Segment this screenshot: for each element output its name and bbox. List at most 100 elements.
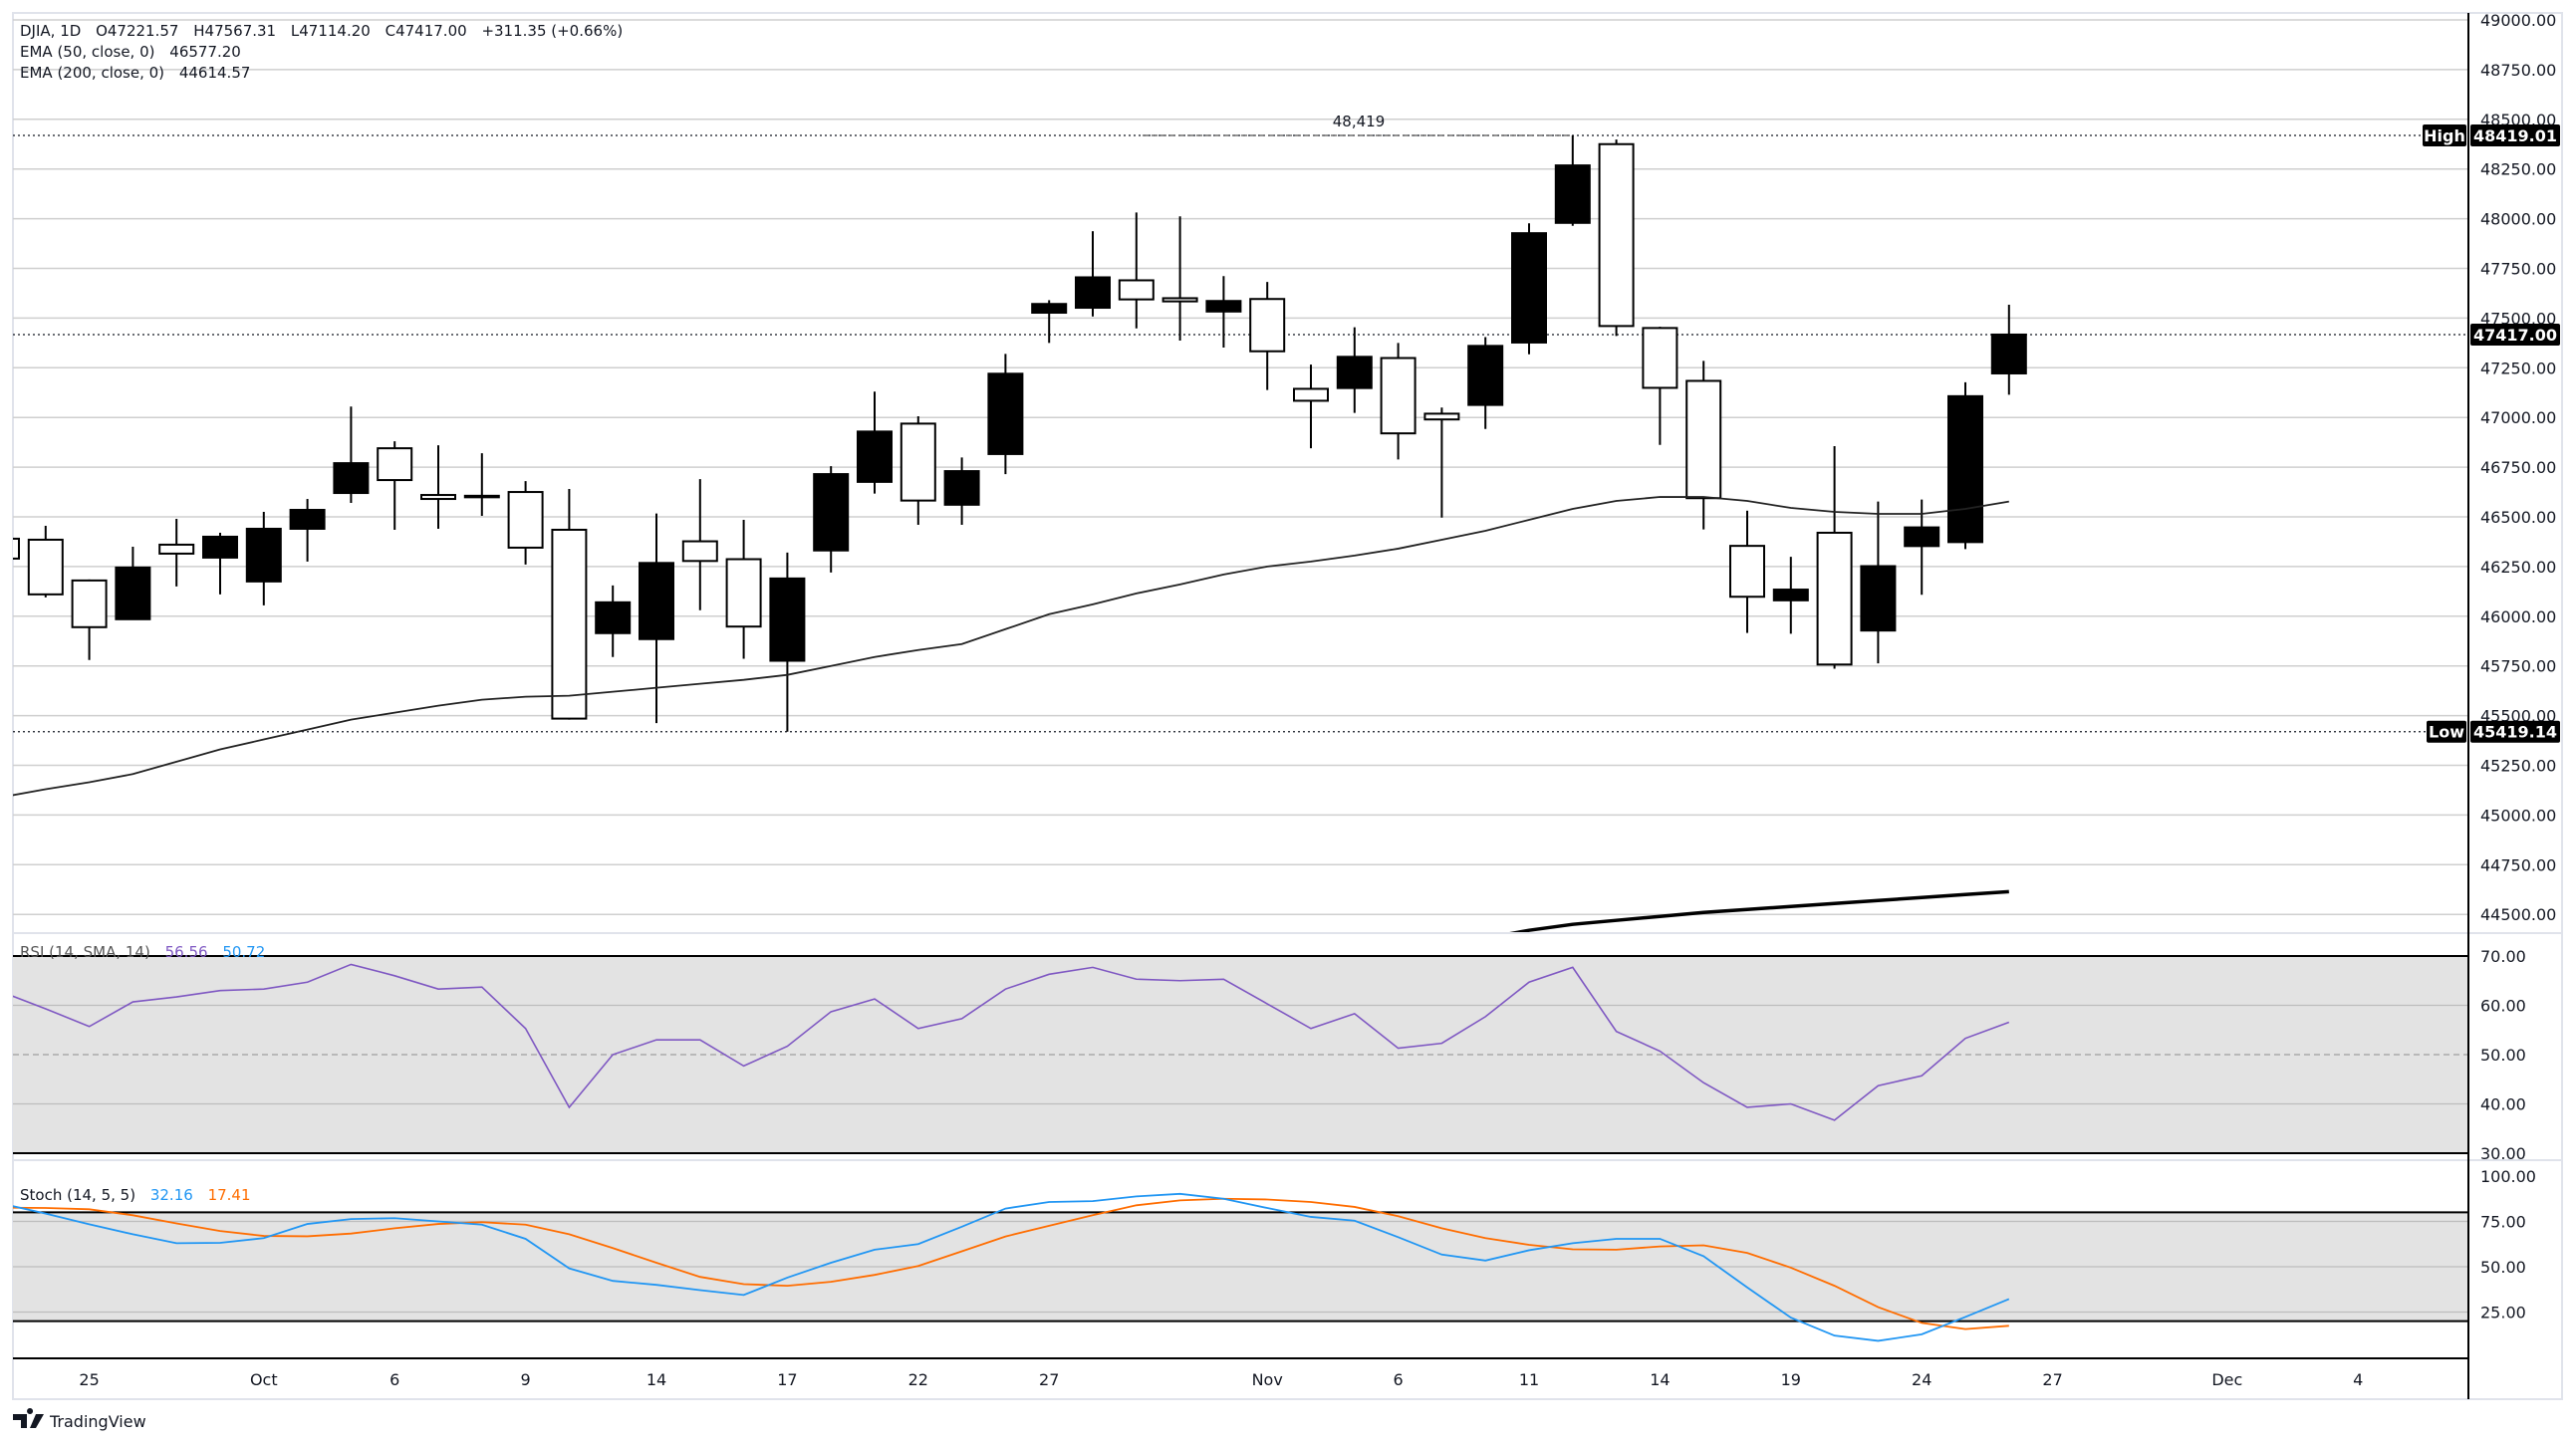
candle [1554,134,1591,226]
candle [1511,223,1547,355]
low-tag: Low 45419.14 [2427,720,2560,743]
candle [1816,445,1853,669]
low-tag-label: Low [2429,723,2464,742]
candle [289,499,326,562]
stoch-k-value: 32.16 [150,1186,193,1204]
ema50-line [13,496,2009,797]
time-tick-label: 27 [2042,1370,2062,1389]
stoch-pane[interactable] [2,1192,2468,1342]
price-tick-label: 48250.00 [2480,160,2556,179]
candle-body [1990,333,2027,374]
change-value: +311.35 (+0.66%) [481,22,623,40]
candle-body [857,430,893,483]
open-value: O47221.57 [96,22,178,40]
stoch-d-line [13,1197,2009,1330]
candle-body [900,422,936,502]
candle-body [245,527,282,583]
candle-body [1772,589,1809,601]
candle [1205,276,1242,348]
candle [681,479,718,610]
candle-body [13,537,20,560]
candle [857,391,893,494]
candle [769,552,806,732]
candle-body [639,562,674,640]
price-tick-label: 46500.00 [2480,508,2556,527]
time-tick-label: 25 [79,1370,99,1389]
candle [725,519,762,659]
price-tick-label: 47750.00 [2480,260,2556,279]
candle [900,416,936,525]
candle-body [725,558,762,628]
candle [333,406,370,504]
time-axis[interactable]: 25 Oct 6 9 14 17 22 27 Nov 6 11 14 19 24 27 Dec 4 [79,1370,2363,1389]
high-tag-label: High [2424,126,2465,145]
candle-body [813,473,850,552]
candle [1947,381,1983,550]
candle [1904,499,1940,596]
candle-body [1685,379,1722,500]
price-tick-label: 46250.00 [2480,558,2556,577]
stoch-tick-label: 50.00 [2480,1258,2526,1277]
candle [1772,557,1809,634]
time-tick-label: 27 [1039,1370,1059,1389]
price-axis[interactable]: 49000.0048750.0048500.0048250.0048000.00… [13,11,2562,1399]
candle [13,537,20,560]
stoch-d-value: 17.41 [208,1186,251,1204]
time-tick-label: 17 [777,1370,797,1389]
time-tick-label: 6 [1394,1370,1404,1389]
candle [1161,216,1198,341]
tradingview-logo[interactable]: TradingView [13,1408,146,1431]
time-tick-label: 9 [521,1370,531,1389]
candle-body [595,601,632,634]
ema200-legend[interactable]: EMA (200, close, 0) 44614.57 [20,64,250,82]
candle-body [681,540,718,563]
rsi-tick-label: 50.00 [2480,1046,2526,1065]
time-tick-label: 6 [389,1370,399,1389]
candle [158,518,195,587]
rsi-legend[interactable]: RSI (14, SMA, 14) 56.56 50.72 [20,943,265,961]
candle [595,585,632,657]
rsi-tick-label: 30.00 [2480,1144,2526,1163]
ema50-legend[interactable]: EMA (50, close, 0) 46577.20 [20,43,241,61]
tradingview-logo-icon [13,1408,44,1428]
candle-body [463,494,500,499]
candle [639,513,674,724]
candle [1075,231,1111,317]
candle-body [1293,387,1329,402]
candle [813,466,850,573]
candle-body [987,372,1024,455]
candle [1336,327,1373,413]
candle-body [333,462,370,495]
brand-name: TradingView [49,1412,146,1431]
candle-body [289,509,326,530]
high-value: H47567.31 [193,22,276,40]
price-tick-label: 46750.00 [2480,458,2556,477]
candle [551,489,588,720]
price-tick-label: 47500.00 [2480,309,2556,328]
close-value: C47417.00 [386,22,467,40]
chart-frame [12,12,2563,1400]
price-tick-label: 47000.00 [2480,408,2556,427]
candle-body [1511,232,1547,344]
stoch-legend[interactable]: Stoch (14, 5, 5) 32.16 17.41 [20,1186,251,1204]
ema50-value: 46577.20 [169,43,241,61]
candle-body [1423,412,1460,421]
candle-body [1118,279,1155,301]
time-tick-label: 11 [1519,1370,1539,1389]
candle [987,354,1024,475]
rsi-pane[interactable] [2,955,2468,1154]
candle [1031,300,1068,344]
time-tick-label: Nov [1252,1370,1283,1389]
price-tick-label: 47250.00 [2480,359,2556,377]
candle [27,525,64,598]
candle [463,453,500,517]
candle-body [115,566,151,620]
rsi-value: 56.56 [165,943,208,961]
price-tick-label: 45000.00 [2480,806,2556,825]
stoch-k-line [13,1192,2010,1342]
stoch-tick-label: 25.00 [2480,1304,2526,1322]
price-pane[interactable] [0,19,2468,938]
price-tick-label: 46000.00 [2480,607,2556,626]
candle [202,532,238,595]
